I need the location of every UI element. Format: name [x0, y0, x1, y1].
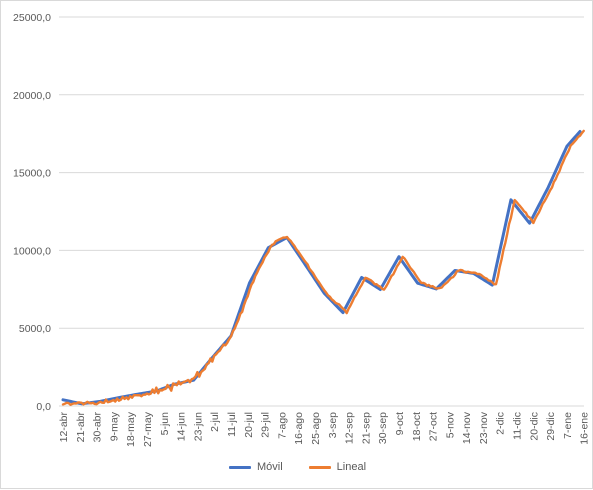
- y-tick-label: 0,0: [36, 401, 51, 413]
- x-tick-label: 2-dic: [495, 412, 507, 435]
- series-line-lineal: [61, 129, 585, 406]
- y-tick-label: 5000,0: [19, 323, 51, 335]
- y-tick-label: 20000,0: [13, 90, 51, 102]
- series-line-movil: [61, 130, 582, 406]
- x-tick-label: 16-ene: [579, 412, 591, 445]
- x-tick-label: 14-jun: [176, 412, 188, 441]
- x-tick-label: 23-jun: [192, 412, 204, 441]
- y-tick-label: 15000,0: [13, 168, 51, 180]
- x-tick-label: 20-dic: [528, 412, 540, 441]
- x-tick-label: 9-may: [108, 411, 120, 441]
- x-tick-label: 25-ago: [310, 412, 322, 445]
- legend-item-lineal: Lineal: [308, 461, 367, 473]
- x-tick-label: 23-nov: [478, 411, 490, 444]
- legend-swatch-lineal: [308, 465, 331, 469]
- x-tick-label: 5-jun: [159, 412, 171, 436]
- x-tick-label: 29-dic: [545, 412, 557, 441]
- x-tick-label: 12-sep: [344, 412, 356, 444]
- x-tick-label: 5-nov: [444, 411, 456, 438]
- legend-item-movil: Móvil: [228, 461, 283, 473]
- x-tick-label: 2-jul: [209, 412, 221, 432]
- x-tick-label: 12-abr: [58, 412, 70, 443]
- legend-label-movil: Móvil: [256, 461, 283, 473]
- legend-swatch-movil: [228, 465, 251, 469]
- legend: Móvil Lineal: [1, 461, 593, 473]
- x-tick-label: 9-oct: [394, 412, 406, 435]
- x-tick-label: 11-dic: [512, 412, 524, 440]
- x-tick-label: 18-may: [125, 411, 137, 447]
- x-tick-label: 7-ago: [276, 412, 288, 439]
- series-lines: [61, 129, 585, 406]
- y-tick-label: 25000,0: [13, 12, 51, 24]
- x-tick-label: 11-jul: [226, 412, 238, 437]
- x-tick-label: 27-oct: [428, 412, 440, 441]
- y-axis-ticks: 0,0 5000,0 10000,0 15000,0 20000,0 25000,0: [13, 12, 51, 413]
- x-tick-label: 7-ene: [562, 412, 574, 439]
- x-tick-label: 30-abr: [92, 412, 104, 443]
- x-tick-label: 3-sep: [327, 412, 339, 438]
- x-tick-label: 21-sep: [360, 412, 372, 444]
- x-tick-label: 30-sep: [377, 412, 389, 444]
- x-axis-ticks: 12-abr 21-abr 30-abr 9-may 18-may 27-may 5-jun…: [58, 411, 591, 447]
- y-tick-label: 10000,0: [13, 245, 51, 257]
- legend-label-lineal: Lineal: [336, 461, 367, 473]
- x-tick-label: 16-ago: [293, 412, 305, 445]
- x-tick-label: 29-jul: [260, 412, 272, 438]
- x-tick-label: 27-may: [142, 411, 154, 447]
- x-tick-label: 21-abr: [75, 412, 87, 443]
- x-tick-label: 14-nov: [461, 411, 473, 444]
- gridlines: [59, 16, 584, 407]
- x-tick-label: 20-jul: [243, 412, 255, 438]
- x-tick-label: 18-oct: [411, 412, 423, 441]
